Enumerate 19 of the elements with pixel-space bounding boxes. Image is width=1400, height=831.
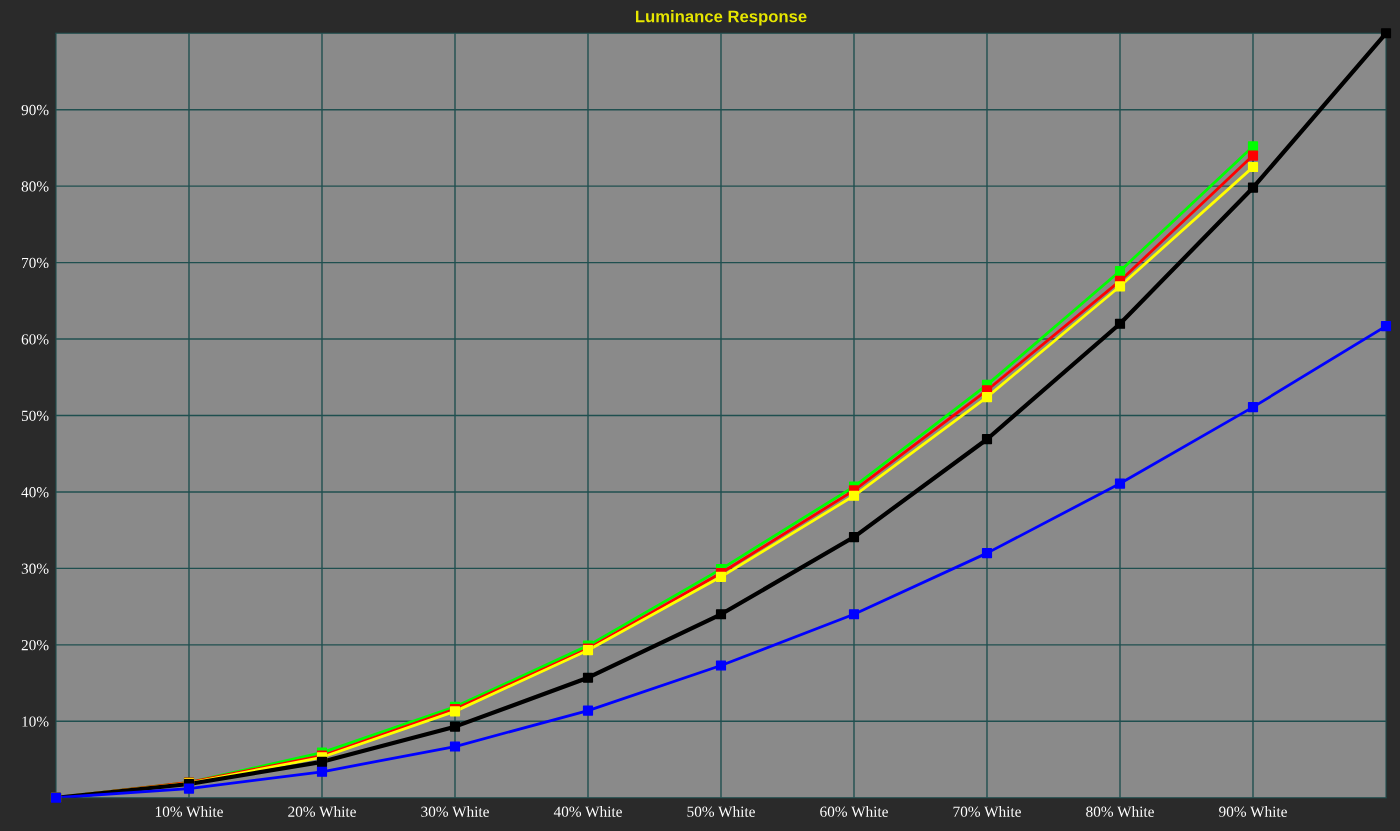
y-tick-label: 30% bbox=[21, 563, 49, 574]
y-tick-label: 40% bbox=[21, 487, 49, 498]
x-tick-label: 70% White bbox=[953, 806, 1021, 817]
y-tick-label: 50% bbox=[21, 410, 49, 421]
y-tick-label: 90% bbox=[21, 104, 49, 116]
y-tick-label: 70% bbox=[22, 257, 49, 269]
x-tick-label: 60% White bbox=[820, 806, 888, 817]
chart-title: Luminance Response bbox=[635, 10, 807, 26]
x-tick-label: 10% White bbox=[155, 806, 223, 817]
x-tick-label: 80% White bbox=[1086, 806, 1154, 817]
x-tick-label: 20% White bbox=[288, 806, 356, 817]
x-tick-label: 40% White bbox=[553, 806, 622, 817]
x-tick-label: 90% White bbox=[1219, 806, 1287, 817]
x-tick-label: 50% White bbox=[687, 806, 755, 817]
y-tick-label: 10% bbox=[22, 716, 49, 727]
y-tick-label: 20% bbox=[21, 640, 49, 651]
y-tick-label: 60% bbox=[21, 334, 49, 345]
y-tick-label: 80% bbox=[21, 181, 49, 192]
x-tick-label: 30% White bbox=[421, 806, 489, 817]
